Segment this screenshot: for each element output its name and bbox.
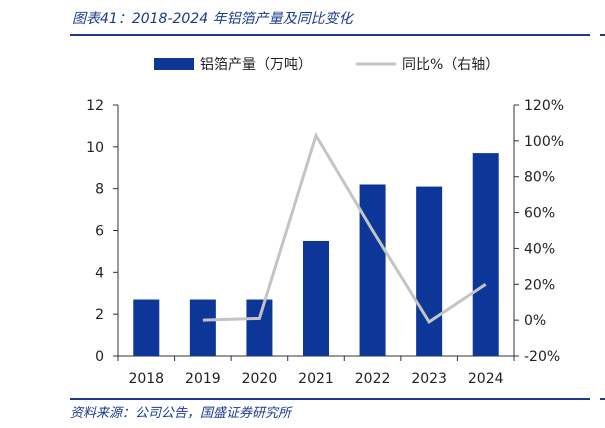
x-tick-label: 2022 (355, 371, 391, 387)
bar (133, 299, 160, 356)
y-left-tick-label: 6 (95, 224, 104, 240)
x-tick-label: 2020 (242, 371, 278, 387)
y-right-tick-label: 80% (524, 170, 555, 186)
y-left-tick-label: 10 (86, 140, 104, 156)
legend-bar-label: 铝箔产量（万吨） (200, 57, 312, 73)
bar (189, 299, 216, 356)
y-right-tick-label: 60% (524, 206, 555, 222)
bottom-rule-edge (600, 398, 605, 400)
y-right-tick-label: 0% (524, 313, 546, 329)
legend-bar-swatch (154, 58, 194, 70)
bar (246, 299, 273, 356)
figure-title: 图表41：2018-2024 年铝箔产量及同比变化 (72, 11, 353, 27)
bar (472, 153, 499, 356)
yoy-line (202, 131, 487, 325)
y-right-tick-label: 120% (524, 98, 564, 114)
y-left-tick-label: 2 (95, 307, 104, 323)
bar (416, 186, 443, 356)
x-tick-label: 2024 (468, 371, 504, 387)
x-tick-label: 2023 (411, 371, 447, 387)
x-tick-label: 2019 (185, 371, 221, 387)
y-right-tick-label: 20% (524, 277, 555, 293)
x-tick-label: 2021 (298, 371, 334, 387)
y-left-tick-label: 12 (86, 98, 104, 114)
y-left-tick-label: 8 (95, 182, 104, 198)
bottom-rule (70, 398, 590, 400)
y-left-tick-label: 0 (95, 349, 104, 365)
y-left-tick-label: 4 (95, 265, 104, 281)
top-rule-edge (600, 34, 605, 36)
y-right-tick-label: 40% (524, 241, 555, 257)
bar (303, 240, 329, 356)
x-tick-label: 2018 (128, 371, 164, 387)
legend-line-label: 同比%（右轴） (402, 57, 499, 73)
y-right-tick-label: -20% (524, 349, 560, 365)
top-rule (70, 34, 590, 36)
y-right-tick-label: 100% (524, 134, 564, 150)
figure-source: 资料来源：公司公告，国盛证券研究所 (70, 406, 292, 421)
bar (359, 184, 386, 356)
